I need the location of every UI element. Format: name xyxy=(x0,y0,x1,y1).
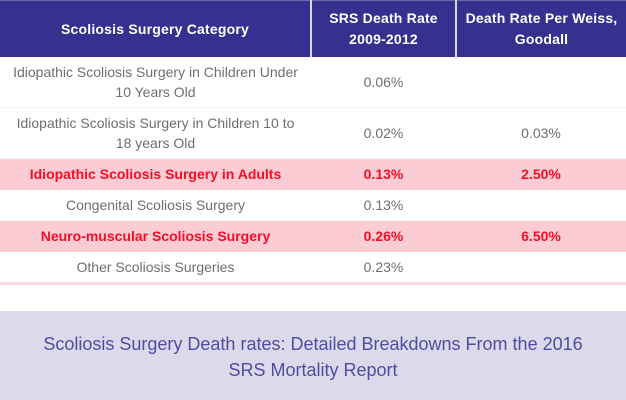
table-caption: Scoliosis Surgery Death rates: Detailed … xyxy=(0,311,626,400)
table-row-highlighted: Idiopathic Scoliosis Surgery in Adults 0… xyxy=(0,158,626,190)
col-header-category: Scoliosis Surgery Category xyxy=(0,0,311,57)
col-header-srs-death-rate: SRS Death Rate 2009-2012 xyxy=(310,0,456,57)
category-cell: Neuro-muscular Scoliosis Surgery xyxy=(0,220,311,252)
srs-rate-cell: 0.23% xyxy=(311,251,456,284)
table-row: Idiopathic Scoliosis Surgery in Children… xyxy=(0,57,626,108)
weiss-goodall-rate-cell: 0.03% xyxy=(456,107,626,159)
table-row-highlighted: Neuro-muscular Scoliosis Surgery 0.26% 6… xyxy=(0,220,626,252)
srs-rate-cell: 0.26% xyxy=(311,220,456,252)
srs-rate-cell: 0.13% xyxy=(311,158,456,190)
weiss-goodall-rate-cell xyxy=(456,189,626,221)
caption-text: Scoliosis Surgery Death rates: Detailed … xyxy=(43,334,583,380)
scoliosis-death-rate-table: Scoliosis Surgery Category SRS Death Rat… xyxy=(0,0,626,285)
table-row: Idiopathic Scoliosis Surgery in Children… xyxy=(0,107,626,159)
table-row: Other Scoliosis Surgeries 0.23% xyxy=(0,251,626,284)
weiss-goodall-rate-cell: 6.50% xyxy=(456,220,626,252)
category-cell: Idiopathic Scoliosis Surgery in Adults xyxy=(0,158,311,190)
category-cell: Idiopathic Scoliosis Surgery in Children… xyxy=(0,57,311,108)
srs-rate-cell: 0.02% xyxy=(311,107,456,159)
category-cell: Idiopathic Scoliosis Surgery in Children… xyxy=(0,107,311,159)
srs-rate-cell: 0.06% xyxy=(311,57,456,108)
weiss-goodall-rate-cell xyxy=(456,57,626,108)
category-cell: Other Scoliosis Surgeries xyxy=(0,251,311,284)
weiss-goodall-rate-cell xyxy=(456,251,626,284)
srs-rate-cell: 0.13% xyxy=(311,189,456,221)
table-header-row: Scoliosis Surgery Category SRS Death Rat… xyxy=(0,0,626,57)
col-header-weiss-goodall-rate: Death Rate Per Weiss, Goodall xyxy=(455,0,626,57)
category-cell: Congenital Scoliosis Surgery xyxy=(0,189,311,221)
table-row: Congenital Scoliosis Surgery 0.13% xyxy=(0,189,626,221)
weiss-goodall-rate-cell: 2.50% xyxy=(456,158,626,190)
